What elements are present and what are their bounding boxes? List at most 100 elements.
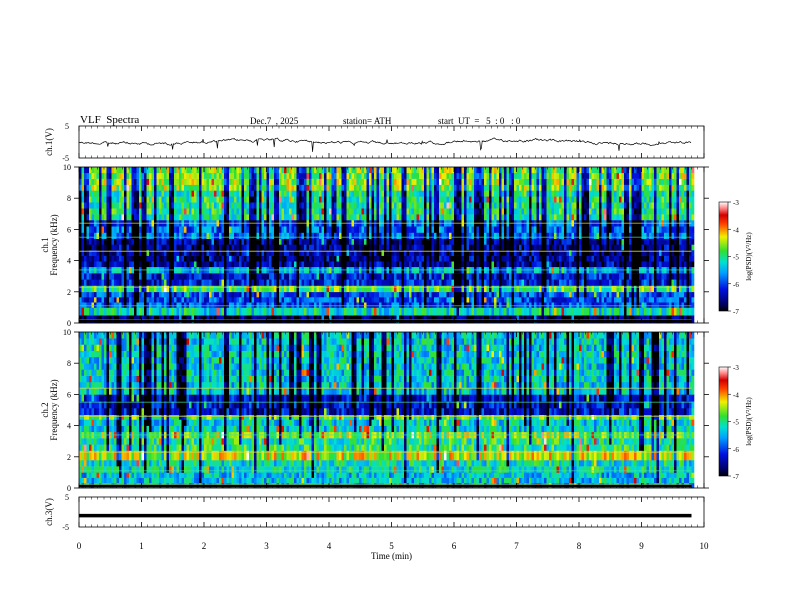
ch1-spectrogram-cell bbox=[231, 255, 235, 262]
ch1-spectrogram-cell bbox=[291, 279, 295, 286]
ch1-spectrogram-cell bbox=[114, 226, 117, 233]
ch1-spectrogram-cell bbox=[99, 255, 102, 262]
ch1-spectrogram-cell bbox=[284, 184, 287, 191]
ch1-spectrogram-cell bbox=[109, 178, 112, 185]
ch1-spectrogram-cell bbox=[314, 302, 317, 308]
ch1-spectrogram-cell bbox=[316, 307, 320, 316]
ch1-spectrogram-cell bbox=[249, 167, 252, 174]
ch1-spectrogram-cell bbox=[266, 190, 270, 197]
ch1-spectrogram-cell bbox=[186, 279, 190, 286]
ch1-spectrogram-cell bbox=[416, 172, 420, 179]
ch1-spectrogram-cell bbox=[231, 273, 235, 280]
ch1-spectrogram-cell bbox=[461, 307, 465, 316]
ch1-spectrogram-cell bbox=[134, 178, 137, 185]
ch1-spectrogram-cell bbox=[349, 255, 352, 262]
ch1-spectrogram-cell bbox=[519, 196, 522, 203]
ch1-spectrogram-cell bbox=[239, 291, 242, 298]
ch1-spectrogram-cell bbox=[141, 238, 145, 245]
ch1-spectrogram-cell bbox=[224, 315, 227, 324]
ch1-spectrogram-cell bbox=[214, 315, 217, 324]
ch1-spectrogram-cell bbox=[421, 184, 425, 191]
ch1-spectrogram-cell bbox=[421, 196, 425, 203]
ch1-spectrogram-cell bbox=[536, 232, 540, 239]
ch1-spectrogram-cell bbox=[266, 302, 270, 308]
ch1-spectrogram-cell bbox=[291, 244, 295, 251]
ch1-spectrogram-cell bbox=[306, 214, 310, 221]
ch1-spectrogram-cell bbox=[476, 238, 480, 245]
ch1-spectrogram-cell bbox=[519, 202, 522, 209]
ch1-spectrogram-cell bbox=[164, 214, 167, 221]
ch1-spectrogram-cell bbox=[364, 291, 367, 298]
date-label: Dec.7 , 2025 bbox=[250, 116, 299, 126]
ch1-spectrogram-cell bbox=[134, 190, 137, 197]
ch1-spectrogram-cell bbox=[139, 238, 142, 245]
ch1-spectrogram-cell bbox=[261, 232, 265, 239]
ch1-spectrogram-cell bbox=[254, 315, 257, 324]
ch1-spectrogram-cell bbox=[509, 202, 512, 209]
ch1-spectrogram-cell bbox=[376, 302, 380, 308]
ch1-spectrogram-cell bbox=[89, 184, 92, 191]
ch1-spectrogram-cell bbox=[96, 184, 100, 191]
ch1-spectrogram-cell bbox=[276, 279, 280, 286]
ch1-spectrogram-cell bbox=[364, 255, 367, 262]
ch1-spectrogram-cell bbox=[264, 307, 267, 316]
ch1-spectrogram-cell bbox=[221, 285, 225, 293]
ch1-spectrogram-cell bbox=[94, 291, 97, 298]
ch1-spectrogram-cell bbox=[301, 285, 305, 293]
ch1-spectrogram-cell bbox=[176, 244, 180, 251]
ch1-spectrogram-cell bbox=[121, 279, 125, 286]
ch1-spectrogram-cell bbox=[271, 172, 275, 179]
ch1-spectrogram-cell bbox=[439, 167, 442, 174]
ch1-spectrogram-cell bbox=[236, 232, 240, 239]
ch1-spectrogram-cell bbox=[219, 302, 222, 308]
ch1-spectrogram-cell bbox=[94, 250, 97, 256]
ch1-spectrogram-cell bbox=[94, 202, 97, 209]
ch1-spectrogram-cell bbox=[524, 172, 527, 179]
ch1-spectrogram-cell bbox=[271, 208, 275, 215]
ch1-spectrogram-cell bbox=[339, 226, 342, 233]
ch1-spectrogram-cell bbox=[371, 285, 375, 293]
ch1-spectrogram-cell bbox=[254, 279, 257, 286]
ch1-spectrogram-cell bbox=[256, 261, 260, 268]
ch1-spectrogram-cell bbox=[109, 238, 112, 245]
ch1-spectrogram-cell bbox=[451, 297, 455, 303]
ch1-spectrogram-cell bbox=[434, 190, 437, 197]
ch1-spectrogram-cell bbox=[319, 208, 322, 215]
ch1-spectrogram-cell bbox=[124, 167, 127, 174]
ch1-spectrogram-cell bbox=[204, 255, 207, 262]
ch1-spectrogram-cell bbox=[414, 302, 417, 308]
ch1-spectrogram-cell bbox=[459, 255, 462, 262]
ch1-spectrogram-cell bbox=[399, 238, 402, 245]
ch1-spectrogram-cell bbox=[396, 202, 400, 209]
ch1-spectrogram-cell bbox=[236, 315, 240, 324]
ch1-spectrogram-cell bbox=[329, 302, 332, 308]
ch1-spectrogram-cell bbox=[354, 196, 357, 203]
ch1-spectrogram-cell bbox=[496, 273, 500, 280]
ch1-spectrogram-cell bbox=[431, 297, 435, 303]
ch1-spectrogram-cell bbox=[521, 285, 525, 293]
ch1-spectrogram-cell bbox=[421, 178, 425, 185]
ch1-spectrogram-cell bbox=[349, 184, 352, 191]
ch1-spectrogram-cell bbox=[296, 208, 300, 215]
ch1-spectrogram-cell bbox=[94, 297, 97, 303]
ch1-spectrogram-cell bbox=[229, 261, 232, 268]
ch1-spectrogram-cell bbox=[309, 232, 312, 239]
ch1-spectrogram-cell bbox=[376, 291, 380, 298]
ch1-spectrogram-cell bbox=[194, 226, 197, 233]
ch1-spectrogram-cell bbox=[141, 255, 145, 262]
ch1-spectrogram-cell bbox=[171, 297, 175, 303]
ch1-spectrogram-cell bbox=[531, 302, 535, 308]
ch1-spectrogram-cell bbox=[326, 184, 330, 191]
ch1-spectrogram-cell bbox=[224, 273, 227, 280]
ch1-spectrogram-cell bbox=[104, 261, 107, 268]
ch1-spectrogram-cell bbox=[281, 172, 285, 179]
ch1-spectrogram-cell bbox=[79, 178, 82, 185]
ch1-spectrogram-cell bbox=[229, 196, 232, 203]
ch1-spectrogram-cell bbox=[96, 238, 100, 245]
ch1-spectrogram-cell bbox=[186, 315, 190, 324]
ch1-spectrogram-cell bbox=[201, 196, 205, 203]
ch1-spectrogram-cell bbox=[476, 184, 480, 191]
ch1-spectrogram-cell bbox=[414, 291, 417, 298]
ch1-spectrogram-cell bbox=[84, 214, 87, 221]
